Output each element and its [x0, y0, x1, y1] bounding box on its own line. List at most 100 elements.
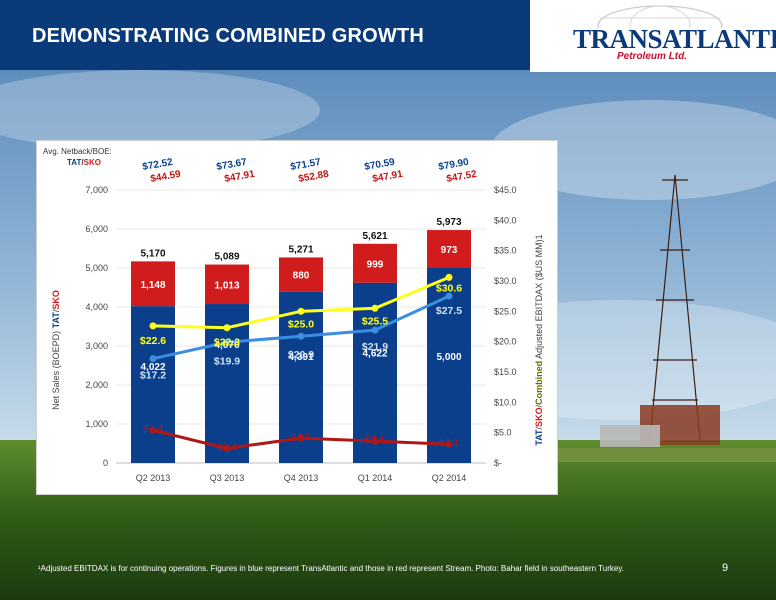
bar-tat	[131, 306, 175, 463]
y2-tick-label: $5.0	[494, 428, 512, 438]
point-tat	[223, 338, 231, 346]
point-tat	[149, 355, 157, 363]
y2-axis-label-combined: Combined	[534, 361, 544, 405]
y2-tick-label: $-	[494, 458, 502, 468]
bar-tat	[353, 282, 397, 463]
netback-legend-sep: /	[81, 158, 84, 167]
y-tick-label: 2,000	[85, 380, 108, 390]
y2-tick-label: $35.0	[494, 246, 517, 256]
y-axis-label-sep: /	[51, 309, 61, 312]
y-tick-label: 3,000	[85, 341, 108, 351]
netback-tat-value: $71.57	[290, 157, 322, 173]
line-sko-label: $2.4	[217, 441, 238, 453]
y2-tick-label: $10.0	[494, 397, 517, 407]
line-tat-label: $21.9	[362, 341, 388, 353]
logo-subtitle: Petroleum Ltd.	[617, 51, 688, 62]
point-sko	[297, 434, 305, 442]
y-tick-label: 7,000	[85, 185, 108, 195]
bar-total-label: 5,973	[436, 217, 461, 228]
point-combined	[223, 324, 231, 332]
bar-sko-label: 1,013	[214, 280, 239, 291]
point-combined	[371, 304, 379, 312]
bar-sko	[131, 261, 175, 307]
y2-axis-label-sep2: /	[534, 404, 544, 407]
point-tat	[297, 332, 305, 340]
line-tat-label: $19.9	[214, 355, 240, 367]
y2-axis-label-sep1: /	[534, 426, 544, 429]
line-combined-label: $25.5	[362, 315, 388, 327]
point-sko	[445, 440, 453, 448]
bar-tat-label: 4,622	[362, 349, 387, 360]
line-tat-label: $20.9	[288, 349, 314, 361]
x-tick-label: Q1 2014	[358, 473, 393, 483]
netback-tat-value: $79.90	[438, 157, 470, 173]
line-tat-label: $17.2	[140, 370, 166, 382]
bar-tat	[279, 291, 323, 463]
x-tick-label: Q4 2013	[284, 473, 319, 483]
y-axis-label-text: Net Sales (BOEPD)	[51, 328, 61, 410]
y-axis-label-tat: TAT	[51, 312, 61, 329]
line-sko-label: $4.1	[291, 431, 312, 443]
header-bar	[0, 0, 530, 70]
netback-sko-value: $52.88	[298, 169, 330, 185]
y2-tick-label: $30.0	[494, 276, 517, 286]
bar-tat-label: 4,076	[214, 340, 239, 351]
y2-tick-label: $45.0	[494, 185, 517, 195]
y2-axis-label-sko: SKO	[534, 407, 544, 427]
bar-sko-label: 973	[441, 245, 458, 256]
netback-sko-value: $47.91	[224, 169, 256, 185]
y2-tick-label: $15.0	[494, 367, 517, 377]
x-tick-label: Q2 2014	[432, 473, 467, 483]
line-combined-label: $25.0	[288, 318, 314, 330]
logo-area	[530, 0, 776, 72]
x-tick-label: Q3 2013	[210, 473, 245, 483]
netback-legend: TAT/SKO	[67, 158, 101, 167]
globe-icon	[597, 5, 723, 28]
line-sko-label: $3.1	[439, 437, 460, 449]
y2-axis-label-tat: TAT	[534, 429, 544, 446]
bar-sko	[353, 243, 397, 283]
netback-legend-tat: TAT	[67, 158, 81, 167]
bar-total-label: 5,170	[140, 248, 165, 259]
netback-tat-value: $70.59	[364, 157, 396, 173]
line-sko-label: $5.4	[143, 423, 164, 435]
point-combined	[445, 273, 453, 281]
y-tick-label: 0	[103, 458, 108, 468]
bar-tat	[427, 268, 471, 463]
page-title: DEMONSTRATING COMBINED GROWTH	[32, 25, 425, 47]
logo-wordmark: TRANSATLANTIC	[573, 24, 776, 54]
y-tick-label: 4,000	[85, 302, 108, 312]
y-tick-label: 5,000	[85, 263, 108, 273]
line-combined-label: $22.6	[140, 335, 166, 347]
combined-growth-chart: Avg. Netback/BOE: TAT/SKO $72.52$44.59$7…	[43, 147, 544, 483]
footnote: ¹Adjusted EBITDAX is for continuing oper…	[38, 564, 624, 573]
y2-tick-label: $40.0	[494, 215, 517, 225]
y2-tick-label: $25.0	[494, 306, 517, 316]
point-combined	[149, 322, 157, 330]
page-number: 9	[722, 562, 729, 574]
bar-sko	[205, 264, 249, 305]
bar-total-label: 5,621	[362, 231, 387, 242]
bar-total-label: 5,089	[214, 252, 239, 263]
bar-tat-label: 4,022	[140, 362, 165, 373]
netback-label: Avg. Netback/BOE:	[43, 147, 112, 156]
point-combined	[297, 307, 305, 315]
point-tat	[371, 326, 379, 334]
netback-sko-value: $47.52	[446, 169, 478, 185]
bar-sko	[427, 230, 471, 268]
bar-sko	[279, 257, 323, 292]
point-tat	[445, 292, 453, 300]
y2-tick-label: $20.0	[494, 337, 517, 347]
y-axis-label: Net Sales (BOEPD) TAT/SKO	[51, 290, 61, 410]
bar-sko-label: 880	[293, 271, 310, 282]
netback-tat-value: $72.52	[142, 157, 174, 173]
point-sko	[371, 437, 379, 445]
netback-sko-value: $44.59	[150, 169, 182, 185]
netback-tat-value: $73.67	[216, 157, 248, 173]
x-tick-label: Q2 2013	[136, 473, 171, 483]
bar-sko-label: 1,148	[140, 280, 165, 291]
bar-tat-label: 4,391	[288, 352, 313, 363]
y2-axis-label-text: Adjusted EBITDAX ($US MM)1	[534, 234, 544, 361]
y-tick-label: 6,000	[85, 224, 108, 234]
